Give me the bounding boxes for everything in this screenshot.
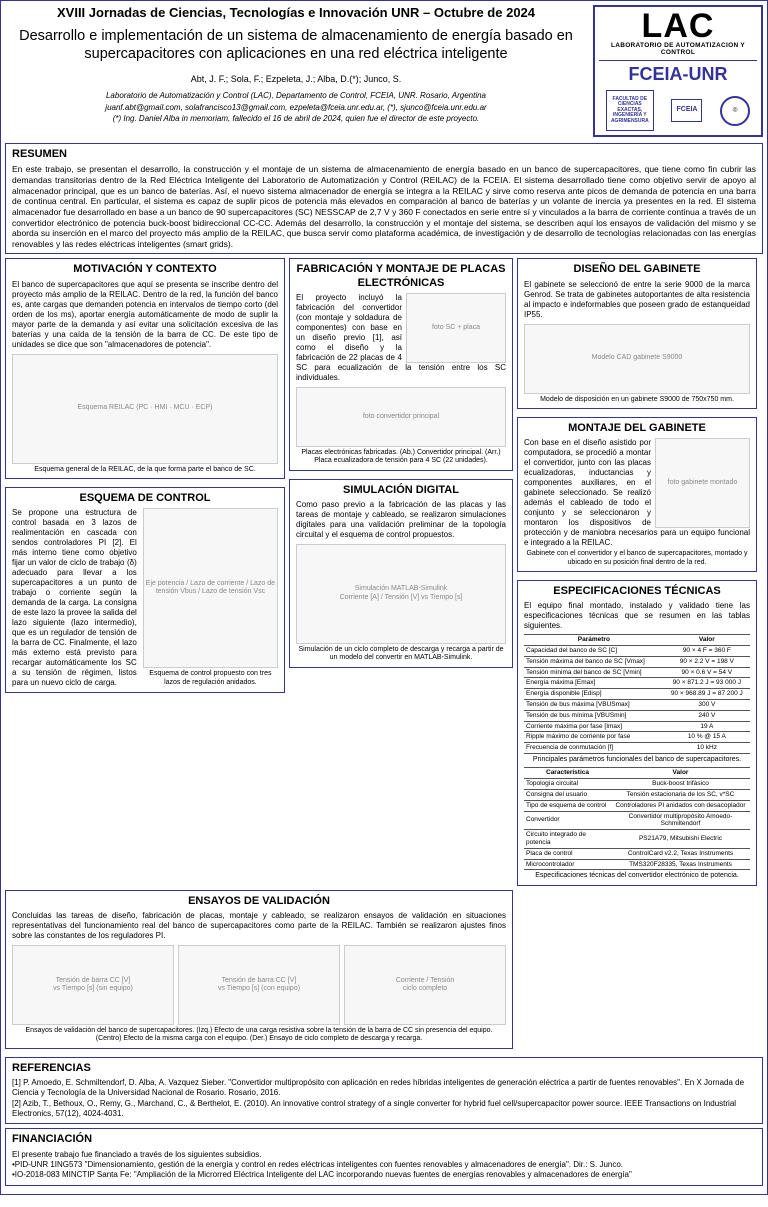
validation-plot-1: Tensión de barra CC [V]vs Tiempo [s] (si… <box>12 945 174 1025</box>
validacion-text: Concluidas las tareas de diseño, fabrica… <box>12 911 506 941</box>
fabricacion-title: FABRICACIÓN Y MONTAJE DE PLACAS ELECTRÓN… <box>296 263 506 289</box>
converter-board-photo: foto convertidor principal <box>296 387 506 447</box>
simulacion-caption: Simulación de un ciclo completo de desca… <box>296 646 506 663</box>
resumen-title: RESUMEN <box>12 148 756 161</box>
memoriam: (*) Ing. Daniel Alba in memoriam, fallec… <box>5 114 587 124</box>
gabinete-section: DISEÑO DEL GABINETE El gabinete se selec… <box>517 258 757 409</box>
fin-2: •IO-2018-083 MINCTIP Santa Fe: "Ampliaci… <box>12 1170 756 1180</box>
fabricacion-caption: Placas electrónicas fabricadas. (Ab.) Co… <box>296 449 506 466</box>
body-columns: MOTIVACIÓN Y CONTEXTO El banco de superc… <box>5 258 763 889</box>
specs-section: ESPECIFICACIONES TÉCNICAS El equipo fina… <box>517 580 757 886</box>
fin-intro: El presente trabajo fue financiado a tra… <box>12 1150 756 1160</box>
validacion-title: ENSAYOS DE VALIDACIÓN <box>12 895 506 908</box>
montaje-title: MONTAJE DEL GABINETE <box>524 422 750 435</box>
control-caption: Esquema de control propuesto con tres la… <box>143 670 278 687</box>
ref-2: [2] Azib, T., Bethoux, O., Remy, G., Mar… <box>12 1099 756 1120</box>
validation-figures: Tensión de barra CC [V]vs Tiempo [s] (si… <box>12 945 506 1025</box>
header-main: XVIII Jornadas de Ciencias, Tecnologías … <box>5 5 587 137</box>
specs-table2-caption: Especificaciones técnicas del convertido… <box>524 872 750 880</box>
specs-text: El equipo final montado, instalado y val… <box>524 601 750 631</box>
control-section: ESQUEMA DE CONTROL Se propone una estruc… <box>5 487 285 693</box>
financiacion-title: FINANCIACIÓN <box>12 1133 756 1146</box>
fabricacion-body: foto SC + placa El proyecto incluyó la f… <box>296 293 506 383</box>
reilac-schematic-figure: Esquema REILAC (PC · HMI · MCU · ECP) <box>12 354 278 464</box>
specs-table-1: ParámetroValorCapacidad del banco de SC … <box>524 634 750 754</box>
montaje-caption: Gabinete con el convertidor y el banco d… <box>524 550 750 567</box>
emails: juanf.abt@gmail.com, solafrancisco13@gma… <box>5 103 587 113</box>
specs-table1-caption: Principales parámetros funcionales del b… <box>524 756 750 764</box>
specs-title: ESPECIFICACIONES TÉCNICAS <box>524 585 750 598</box>
control-layout: Se propone una estructura de control bas… <box>12 508 278 688</box>
motivacion-title: MOTIVACIÓN Y CONTEXTO <box>12 263 278 276</box>
referencias-title: REFERENCIAS <box>12 1062 756 1075</box>
motivacion-section: MOTIVACIÓN Y CONTEXTO El banco de superc… <box>5 258 285 479</box>
unr-seal-icon: ◎ <box>720 96 750 126</box>
logo-lac: LAC <box>599 11 757 42</box>
simulation-plot: Simulación MATLAB-SimulinkCorriente [A] … <box>296 544 506 644</box>
column-left: MOTIVACIÓN Y CONTEXTO El banco de superc… <box>5 258 285 889</box>
gabinete-title: DISEÑO DEL GABINETE <box>524 263 750 276</box>
fac-label: FACULTAD DE CIENCIAS EXACTAS, INGENIERÍA… <box>606 90 654 132</box>
control-scheme-figure: Eje potencia / Lazo de corriente / Lazo … <box>143 508 278 668</box>
paper-title: Desarrollo e implementación de un sistem… <box>5 27 587 65</box>
fin-1: •PID-UNR 1ING573 "Dimensionamiento, gest… <box>12 1160 756 1170</box>
gabinete-caption: Modelo de disposición en un gabinete S90… <box>524 396 750 404</box>
montaje-section: MONTAJE DEL GABINETE foto gabinete monta… <box>517 417 757 572</box>
resumen-text: En este trabajo, se presentan el desarro… <box>12 164 756 249</box>
validation-row: ENSAYOS DE VALIDACIÓN Concluidas las tar… <box>5 890 763 1053</box>
cabinet-photo: foto gabinete montado <box>655 438 750 528</box>
simulacion-section: SIMULACIÓN DIGITAL Como paso previo a la… <box>289 479 513 668</box>
fceia-icon: FCEIA <box>671 99 702 121</box>
specs-table-2: CaracterísticaValorTopología circuitalBu… <box>524 767 750 870</box>
resumen-section: RESUMEN En este trabajo, se presentan el… <box>5 143 763 254</box>
column-right: DISEÑO DEL GABINETE El gabinete se selec… <box>517 258 757 889</box>
simulacion-title: SIMULACIÓN DIGITAL <box>296 484 506 497</box>
poster-container: XVIII Jornadas de Ciencias, Tecnologías … <box>0 0 768 1195</box>
cabinet-cad-figure: Modelo CAD gabinete S9000 <box>524 324 750 394</box>
logo-lab-label: LABORATORIO DE AUTOMATIZACION Y CONTROL <box>599 42 757 62</box>
montaje-body: foto gabinete montado Con base en el dis… <box>524 438 750 548</box>
validacion-caption: Ensayos de validación del banco de super… <box>12 1027 506 1044</box>
column-middle: FABRICACIÓN Y MONTAJE DE PLACAS ELECTRÓN… <box>289 258 513 889</box>
validation-plot-3: Corriente / Tensiónciclo completo <box>344 945 506 1025</box>
referencias-section: REFERENCIAS [1] P. Amoedo, E. Schmiltend… <box>5 1057 763 1125</box>
control-text: Se propone una estructura de control bas… <box>12 508 137 688</box>
financiacion-section: FINANCIACIÓN El presente trabajo fue fin… <box>5 1128 763 1185</box>
fabricacion-section: FABRICACIÓN Y MONTAJE DE PLACAS ELECTRÓN… <box>289 258 513 470</box>
motivacion-text: El banco de supercapacitores que aquí se… <box>12 280 278 350</box>
logo-icons: FACULTAD DE CIENCIAS EXACTAS, INGENIERÍA… <box>599 90 757 132</box>
ref-1: [1] P. Amoedo, E. Schmiltendorf, D. Alba… <box>12 1078 756 1099</box>
gabinete-text: El gabinete se seleccionó de entre la se… <box>524 280 750 320</box>
conference-title: XVIII Jornadas de Ciencias, Tecnologías … <box>5 5 587 21</box>
header-row: XVIII Jornadas de Ciencias, Tecnologías … <box>5 5 763 137</box>
control-title: ESQUEMA DE CONTROL <box>12 492 278 505</box>
simulacion-text: Como paso previo a la fabricación de las… <box>296 500 506 540</box>
authors: Abt, J. F.; Sola, F.; Ezpeleta, J.; Alba… <box>5 74 587 85</box>
logo-fceia: FCEIA-UNR <box>599 64 757 86</box>
capacitor-board-photo: foto SC + placa <box>406 293 506 363</box>
affiliation: Laboratorio de Automatización y Control … <box>5 91 587 101</box>
logo-box: LAC LABORATORIO DE AUTOMATIZACION Y CONT… <box>593 5 763 137</box>
motivacion-caption: Esquema general de la REILAC, de la que … <box>12 466 278 474</box>
validacion-section: ENSAYOS DE VALIDACIÓN Concluidas las tar… <box>5 890 513 1049</box>
validation-plot-2: Tensión de barra CC [V]vs Tiempo [s] (co… <box>178 945 340 1025</box>
